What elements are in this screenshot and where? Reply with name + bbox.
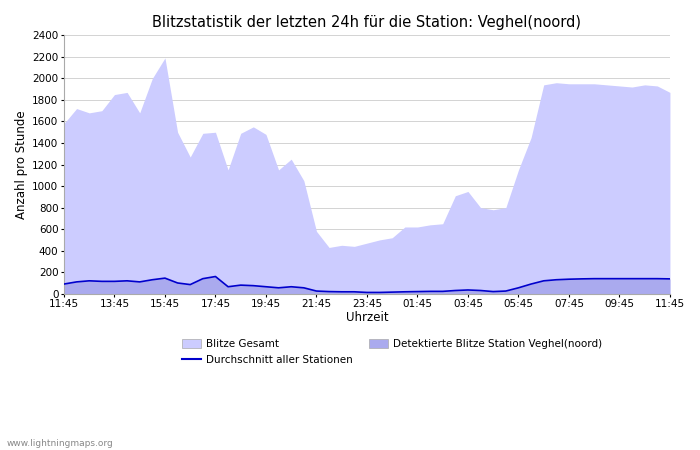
Text: www.lightningmaps.org: www.lightningmaps.org — [7, 439, 113, 448]
Y-axis label: Anzahl pro Stunde: Anzahl pro Stunde — [15, 110, 28, 219]
Title: Blitzstatistik der letzten 24h für die Station: Veghel(noord): Blitzstatistik der letzten 24h für die S… — [153, 15, 582, 30]
Legend: Blitze Gesamt, Durchschnitt aller Stationen, Detektierte Blitze Station Veghel(n: Blitze Gesamt, Durchschnitt aller Statio… — [178, 335, 606, 369]
X-axis label: Uhrzeit: Uhrzeit — [346, 310, 389, 324]
